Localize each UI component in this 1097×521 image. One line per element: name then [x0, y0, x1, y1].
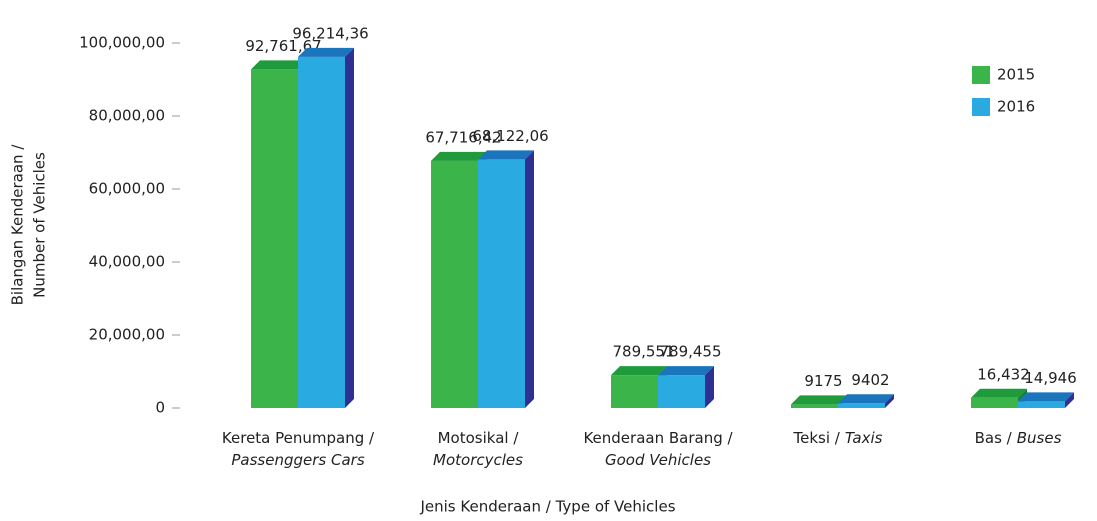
y-axis-label: Bilangan Kenderaan / Number of Vehicles	[9, 144, 49, 306]
legend-label: 2016	[997, 98, 1035, 116]
bar-top	[838, 394, 894, 404]
bar-top	[298, 47, 354, 57]
y-axis-label-line: Bilangan Kenderaan /	[9, 144, 27, 306]
value-label: 16,432	[977, 365, 1030, 383]
legend-label: 2015	[997, 66, 1035, 84]
x-tick-label-part: Buses	[1017, 429, 1062, 447]
bar-top	[791, 395, 847, 405]
legend-swatch	[972, 66, 990, 84]
x-tick-label-part: Kereta Penumpang /	[222, 429, 375, 447]
bar-front	[478, 159, 525, 408]
y-tick-label: 40,000,00	[89, 253, 165, 271]
value-label: 789,455	[659, 343, 721, 361]
bar-side	[345, 47, 354, 408]
x-tick-label: Motosikal / Motorcycles	[433, 429, 523, 469]
x-tick-label-part: Taxis	[845, 429, 883, 447]
value-label: 68,122,06	[472, 127, 548, 145]
bar-top	[1018, 392, 1074, 402]
x-tick-label-part: Kenderaan Barang /	[583, 429, 733, 447]
y-tick-label: 0	[155, 399, 165, 417]
bar	[658, 366, 714, 408]
value-label: 789,551	[612, 343, 674, 361]
y-axis-label-line: Number of Vehicles	[31, 152, 49, 298]
bar	[1018, 392, 1074, 408]
bar-top	[478, 150, 534, 160]
x-tick-label-part: Bas /	[975, 429, 1013, 447]
value-label: 9402	[851, 371, 889, 389]
x-tick-label: Kereta Penumpang / Passenggers Cars	[222, 429, 375, 469]
value-label: 14,946	[1024, 369, 1077, 387]
bar-front	[971, 397, 1018, 408]
x-tick-label-part: Motosikal /	[438, 429, 520, 447]
bar-front	[611, 375, 658, 408]
bar-side	[525, 150, 534, 408]
x-tick-label-part: Motorcycles	[433, 451, 523, 469]
bar-front	[251, 69, 298, 408]
bar-side	[1065, 392, 1074, 408]
x-tick-label: Kenderaan Barang / Good Vehicles	[583, 429, 733, 469]
y-tick-label: 100,000,00	[79, 34, 165, 52]
bar-side	[705, 366, 714, 408]
bar-top	[611, 366, 667, 376]
value-label: 67,716,42	[425, 128, 501, 146]
bar-front	[298, 56, 345, 408]
y-tick-label: 80,000,00	[89, 107, 165, 125]
x-tick-label-part: Teksi /	[793, 429, 841, 447]
bar-front	[791, 404, 838, 408]
bar-front	[1018, 401, 1065, 408]
x-axis-label: Jenis Kenderaan / Type of Vehicles	[419, 498, 675, 516]
bar-top	[431, 151, 487, 161]
legend-swatch	[972, 98, 990, 116]
bar-front	[658, 375, 705, 408]
bar	[611, 366, 667, 408]
bar-top	[251, 60, 307, 70]
x-tick-label: Teksi / Taxis	[793, 429, 883, 447]
bar	[298, 47, 354, 408]
value-label: 92,761,67	[245, 37, 321, 55]
bar	[478, 150, 534, 408]
bar	[838, 394, 894, 408]
value-label: 9175	[804, 372, 842, 390]
y-tick-label: 20,000,00	[89, 326, 165, 344]
y-tick-label: 60,000,00	[89, 180, 165, 198]
x-tick-label: Bas / Buses	[975, 429, 1062, 447]
value-label: 96,214,36	[292, 24, 368, 42]
x-tick-label-part: Good Vehicles	[605, 451, 711, 469]
bar-side	[885, 394, 894, 408]
x-tick-label-part: Passenggers Cars	[231, 451, 364, 469]
bar-top	[658, 366, 714, 376]
bar-top	[971, 388, 1027, 398]
bar-front	[431, 160, 478, 408]
bar-front	[838, 403, 885, 408]
